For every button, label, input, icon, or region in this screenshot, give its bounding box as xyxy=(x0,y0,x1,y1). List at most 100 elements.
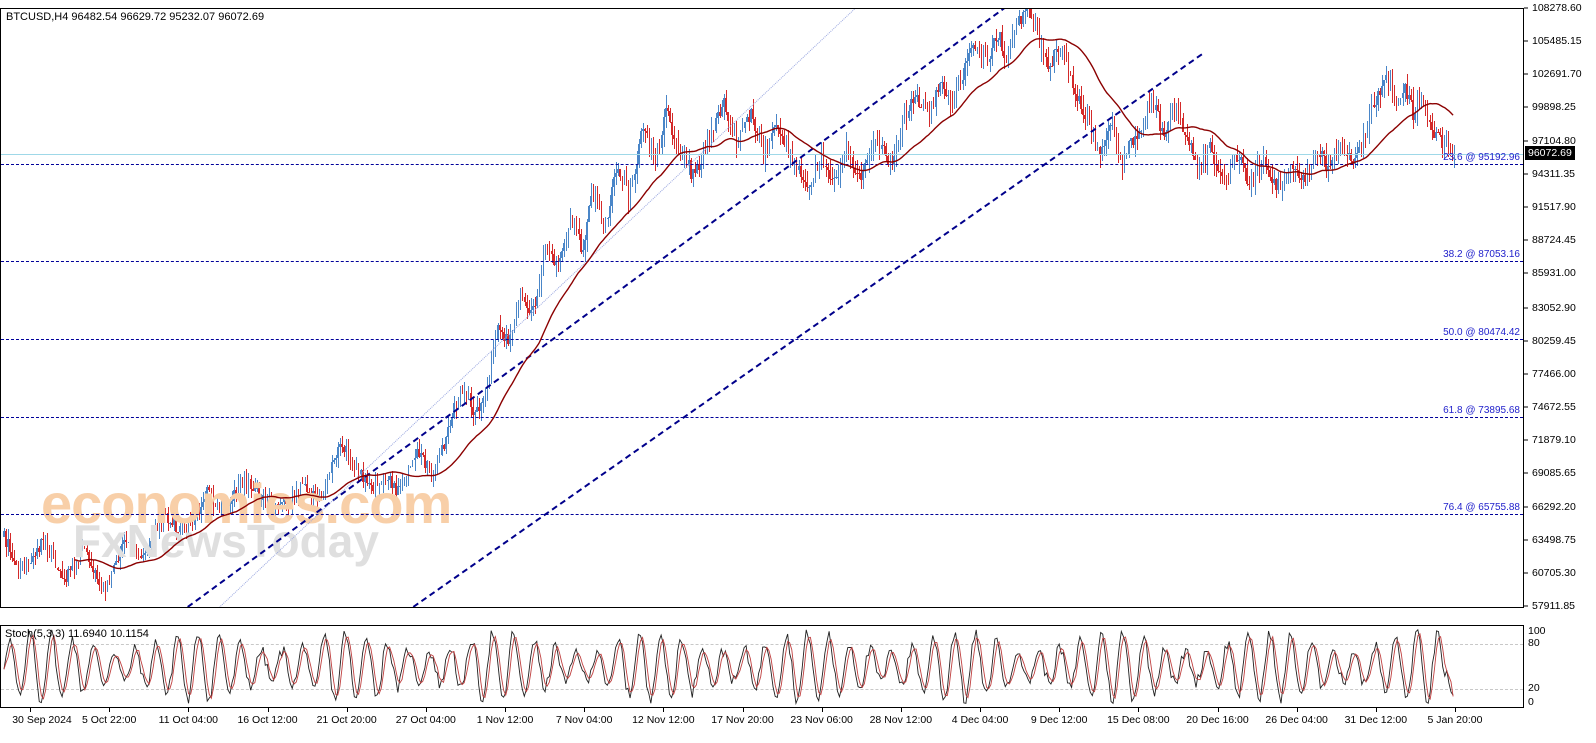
candle-body xyxy=(1080,96,1082,109)
candle-body xyxy=(482,397,484,403)
time-tick-mark xyxy=(1455,708,1456,712)
time-tick-mark xyxy=(1217,708,1219,712)
candle-body xyxy=(1165,131,1167,137)
stochastic-axis: 100 80 20 0 xyxy=(1524,625,1596,708)
candle-body xyxy=(322,491,325,497)
candle-body xyxy=(1414,113,1416,121)
price-tick-label: 88724.45 xyxy=(1532,234,1576,247)
time-axis[interactable]: 30 Sep 2024 5 Oct 22:00 11 Oct 04:00 16 Oct… xyxy=(0,708,1524,743)
candle-wick xyxy=(42,532,44,551)
candle-wick xyxy=(30,553,32,565)
candle-body xyxy=(1391,82,1394,94)
candle-body xyxy=(739,130,742,142)
fib-level-line[interactable] xyxy=(1,261,1523,262)
candle-body xyxy=(1169,115,1172,123)
price-tick-mark xyxy=(1524,239,1528,241)
candle-body xyxy=(36,547,38,557)
candle-body xyxy=(179,525,181,533)
candle-body xyxy=(604,218,607,228)
candle-body xyxy=(144,552,146,555)
price-tick-mark xyxy=(1524,206,1528,208)
candle-body xyxy=(347,446,350,457)
price-tick-label: 60705.30 xyxy=(1532,566,1576,579)
candle-body xyxy=(1310,166,1313,172)
time-tick-label: 4 Dec 04:00 xyxy=(951,714,1009,726)
candle-wick xyxy=(109,575,111,586)
candle-body xyxy=(752,109,754,119)
price-axis[interactable]: 108278.60 105485.15 102691.70 99898.25 97104… xyxy=(1524,2,1596,612)
candle-body xyxy=(1109,125,1111,131)
candle-body xyxy=(1362,133,1365,149)
fib-level-line[interactable] xyxy=(1,164,1523,166)
time-tick-mark xyxy=(663,708,665,712)
candle-body xyxy=(1022,11,1024,24)
time-tick-mark xyxy=(1059,708,1061,712)
candle-wick xyxy=(1035,13,1037,32)
candle-body xyxy=(760,131,763,143)
candle-body xyxy=(955,87,958,105)
candle-body xyxy=(1393,93,1396,104)
candle-body xyxy=(671,122,673,135)
candle-body xyxy=(1001,31,1003,51)
candle-body xyxy=(619,168,621,177)
candle-body xyxy=(88,551,90,563)
candle-body xyxy=(108,580,111,584)
time-tick-label: 1 Nov 12:00 xyxy=(476,714,534,726)
candle-body xyxy=(413,458,416,461)
candle-wick xyxy=(94,567,96,582)
stochastic-pane[interactable]: Stoch(5,3,3) 11.6940 10.1154 xyxy=(0,625,1524,708)
price-overlay xyxy=(74,37,1454,570)
candle-body xyxy=(474,411,476,415)
candle-body xyxy=(40,539,42,553)
candle-body xyxy=(1402,92,1404,98)
candle-body xyxy=(1103,145,1105,148)
candle-body xyxy=(1453,153,1456,158)
candle-body xyxy=(868,151,871,160)
channel-upper-line[interactable] xyxy=(171,9,1193,607)
candle-body xyxy=(19,565,22,571)
price-tick-mark xyxy=(1524,73,1528,75)
candle-body xyxy=(1312,157,1315,167)
candle-body xyxy=(63,577,65,580)
price-chart-pane[interactable]: economies.comFxNewsToday0.0 @ 108350.452… xyxy=(0,8,1524,608)
price-tick-mark xyxy=(1524,340,1528,342)
candle-body xyxy=(100,585,103,588)
candle-body xyxy=(32,556,34,563)
candle-body xyxy=(177,532,179,534)
fib-level-line[interactable] xyxy=(1,513,1523,515)
fib-level-line[interactable] xyxy=(1,339,1523,341)
candle-body xyxy=(897,143,900,148)
candle-body xyxy=(445,437,447,449)
candle-body xyxy=(1144,118,1147,120)
fib-level-label: 61.8 @ 73895.68 xyxy=(1443,405,1520,417)
price-tick-label: 97104.80 xyxy=(1532,134,1576,147)
candle-body xyxy=(615,173,617,177)
candle-body xyxy=(773,126,775,134)
price-tick-label: 57911.85 xyxy=(1532,600,1576,612)
current-price-line xyxy=(1,153,1523,155)
candle-body xyxy=(335,458,337,461)
price-tick-label: 71879.10 xyxy=(1532,434,1576,447)
time-tick-mark xyxy=(1138,708,1140,712)
candle-body xyxy=(449,425,451,428)
candle-body xyxy=(1287,173,1290,178)
candle-body xyxy=(754,118,756,131)
fib-level-line[interactable] xyxy=(1,417,1523,419)
chart-title: BTCUSD,H4 96482.54 96629.72 95232.07 960… xyxy=(6,11,265,23)
candle-body xyxy=(21,562,24,566)
channel-lower-line[interactable] xyxy=(176,53,1203,607)
price-tick-mark xyxy=(1524,307,1528,308)
candle-body xyxy=(23,562,26,569)
candle-body xyxy=(25,559,28,569)
candle-body xyxy=(939,82,941,92)
time-tick-mark xyxy=(505,708,506,712)
candle-body xyxy=(1231,157,1234,162)
candle-body xyxy=(407,466,410,480)
candle-body xyxy=(901,123,904,138)
time-tick-label: 21 Oct 20:00 xyxy=(316,714,377,726)
candle-body xyxy=(326,477,329,488)
candle-body xyxy=(399,486,401,488)
candle-wick xyxy=(69,565,71,577)
candle-body xyxy=(727,112,729,121)
candle-body xyxy=(1167,122,1169,132)
